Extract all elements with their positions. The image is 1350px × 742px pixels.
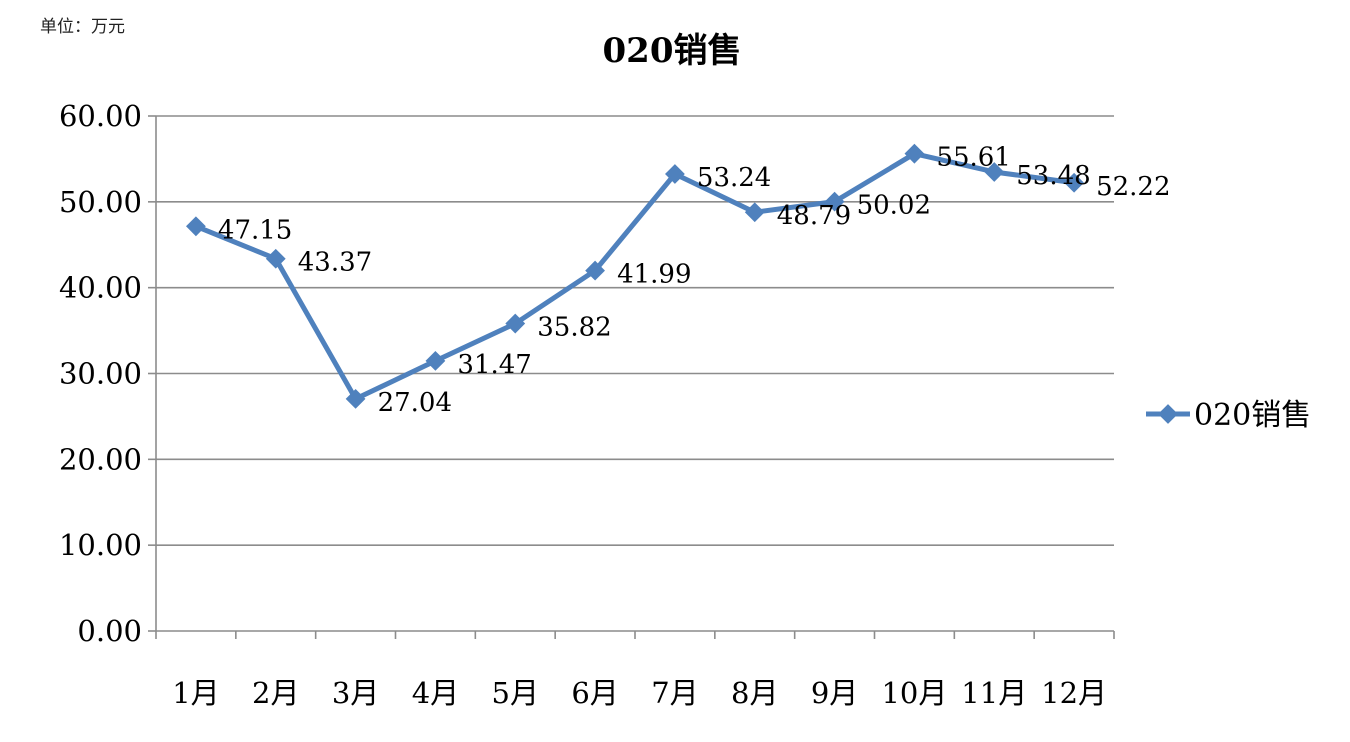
y-tick-label: 60.00 (59, 99, 142, 133)
data-label: 48.79 (777, 201, 851, 231)
data-label: 35.82 (537, 313, 611, 343)
x-tick-label: 12月 (1041, 676, 1107, 710)
axes (148, 115, 1115, 639)
gridlines (156, 115, 1114, 546)
data-label: 53.24 (697, 163, 771, 193)
y-tick-label: 50.00 (59, 185, 142, 219)
y-tick-label: 20.00 (59, 442, 142, 476)
data-label: 53.48 (1016, 161, 1090, 191)
x-tick-label: 6月 (571, 676, 618, 710)
legend: 020销售 (1146, 398, 1311, 433)
y-tick-label: 0.00 (77, 614, 142, 648)
x-tick-label: 4月 (412, 676, 459, 710)
data-label: 52.22 (1096, 172, 1170, 202)
data-point-marker (585, 260, 605, 281)
data-label: 31.47 (457, 350, 531, 380)
data-point-marker (425, 350, 446, 371)
data-label: 43.37 (298, 248, 372, 278)
x-axis-tick-labels: 1月 2月 3月 4月 5月 6月 7月 8月 9月 10月 11月 12月 (172, 676, 1107, 710)
x-tick-label: 11月 (961, 676, 1027, 710)
chart-title: 020销售 (603, 31, 742, 71)
data-point-marker (1064, 172, 1084, 193)
x-tick-label: 8月 (731, 676, 778, 710)
y-tick-label: 40.00 (59, 271, 142, 305)
y-tick-label: 30.00 (59, 357, 142, 391)
y-axis-tick-labels: 0.00 10.00 20.00 30.00 40.00 50.00 60.00 (59, 99, 142, 648)
data-label: 41.99 (617, 260, 691, 290)
legend-diamond-marker (1158, 404, 1178, 424)
x-tick-label: 5月 (492, 676, 539, 710)
x-tick-label: 2月 (252, 676, 299, 710)
data-point-marker (744, 202, 765, 223)
data-label: 55.61 (936, 143, 1010, 173)
x-tick-label: 7月 (651, 676, 698, 710)
x-tick-label: 3月 (332, 676, 379, 710)
data-point-marker (505, 313, 526, 334)
series-line (193, 151, 1077, 402)
data-point-marker (345, 389, 366, 409)
data-label: 47.15 (218, 215, 292, 245)
data-label: 27.04 (378, 388, 452, 418)
unit-label: 单位：万元 (40, 17, 125, 37)
x-tick-label: 1月 (172, 676, 219, 710)
data-point-marker (265, 248, 286, 269)
y-tick-label: 10.00 (59, 528, 142, 562)
x-tick-label: 9月 (811, 676, 858, 710)
data-point-marker (186, 216, 206, 237)
data-label: 50.02 (857, 191, 931, 221)
x-tick-label: 10月 (881, 676, 947, 710)
legend-label: 020销售 (1194, 398, 1311, 433)
